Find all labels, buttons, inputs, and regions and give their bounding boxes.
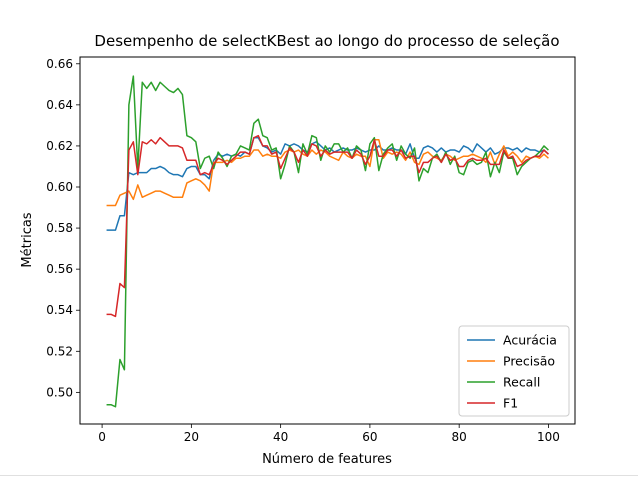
y-tick-label: 0.64 — [46, 98, 73, 112]
legend: Acurácia Precisão Recall F1 — [458, 325, 570, 417]
y-tick-label: 0.50 — [46, 385, 73, 399]
legend-label: Acurácia — [503, 333, 557, 348]
x-tick-label: 0 — [98, 430, 106, 444]
y-tick-label: 0.52 — [46, 344, 73, 358]
y-axis: 0.50 0.52 0.54 0.56 0.58 0.60 0.62 0.64 0.66 — [46, 57, 80, 399]
series-line-f1 — [106, 134, 549, 318]
x-tick-label: 80 — [452, 430, 467, 444]
legend-label: Recall — [503, 375, 540, 390]
legend-box — [458, 325, 570, 417]
chart-title: Desempenho de selectKBest ao longo do pr… — [94, 32, 559, 50]
x-axis-label: Número de features — [262, 452, 392, 467]
y-tick-label: 0.66 — [46, 57, 73, 71]
x-tick-label: 100 — [537, 430, 560, 444]
legend-label: Precisão — [503, 354, 555, 369]
x-axis: 0 20 40 60 80 100 — [98, 424, 560, 444]
x-tick-label: 60 — [362, 430, 377, 444]
y-tick-label: 0.56 — [46, 262, 73, 276]
y-tick-label: 0.62 — [46, 139, 73, 153]
x-tick-label: 20 — [184, 430, 199, 444]
plot-frame — [79, 56, 576, 425]
y-tick-label: 0.60 — [46, 180, 73, 194]
series-line-precisao — [106, 139, 549, 207]
y-tick-label: 0.54 — [46, 303, 73, 317]
y-axis-label: Métricas — [20, 212, 35, 267]
y-tick-label: 0.58 — [46, 221, 73, 235]
legend-label: F1 — [503, 396, 518, 411]
series-layer — [106, 75, 549, 408]
x-tick-label: 40 — [273, 430, 288, 444]
window-bottom-edge — [0, 475, 638, 476]
series-line-recall — [106, 75, 549, 408]
